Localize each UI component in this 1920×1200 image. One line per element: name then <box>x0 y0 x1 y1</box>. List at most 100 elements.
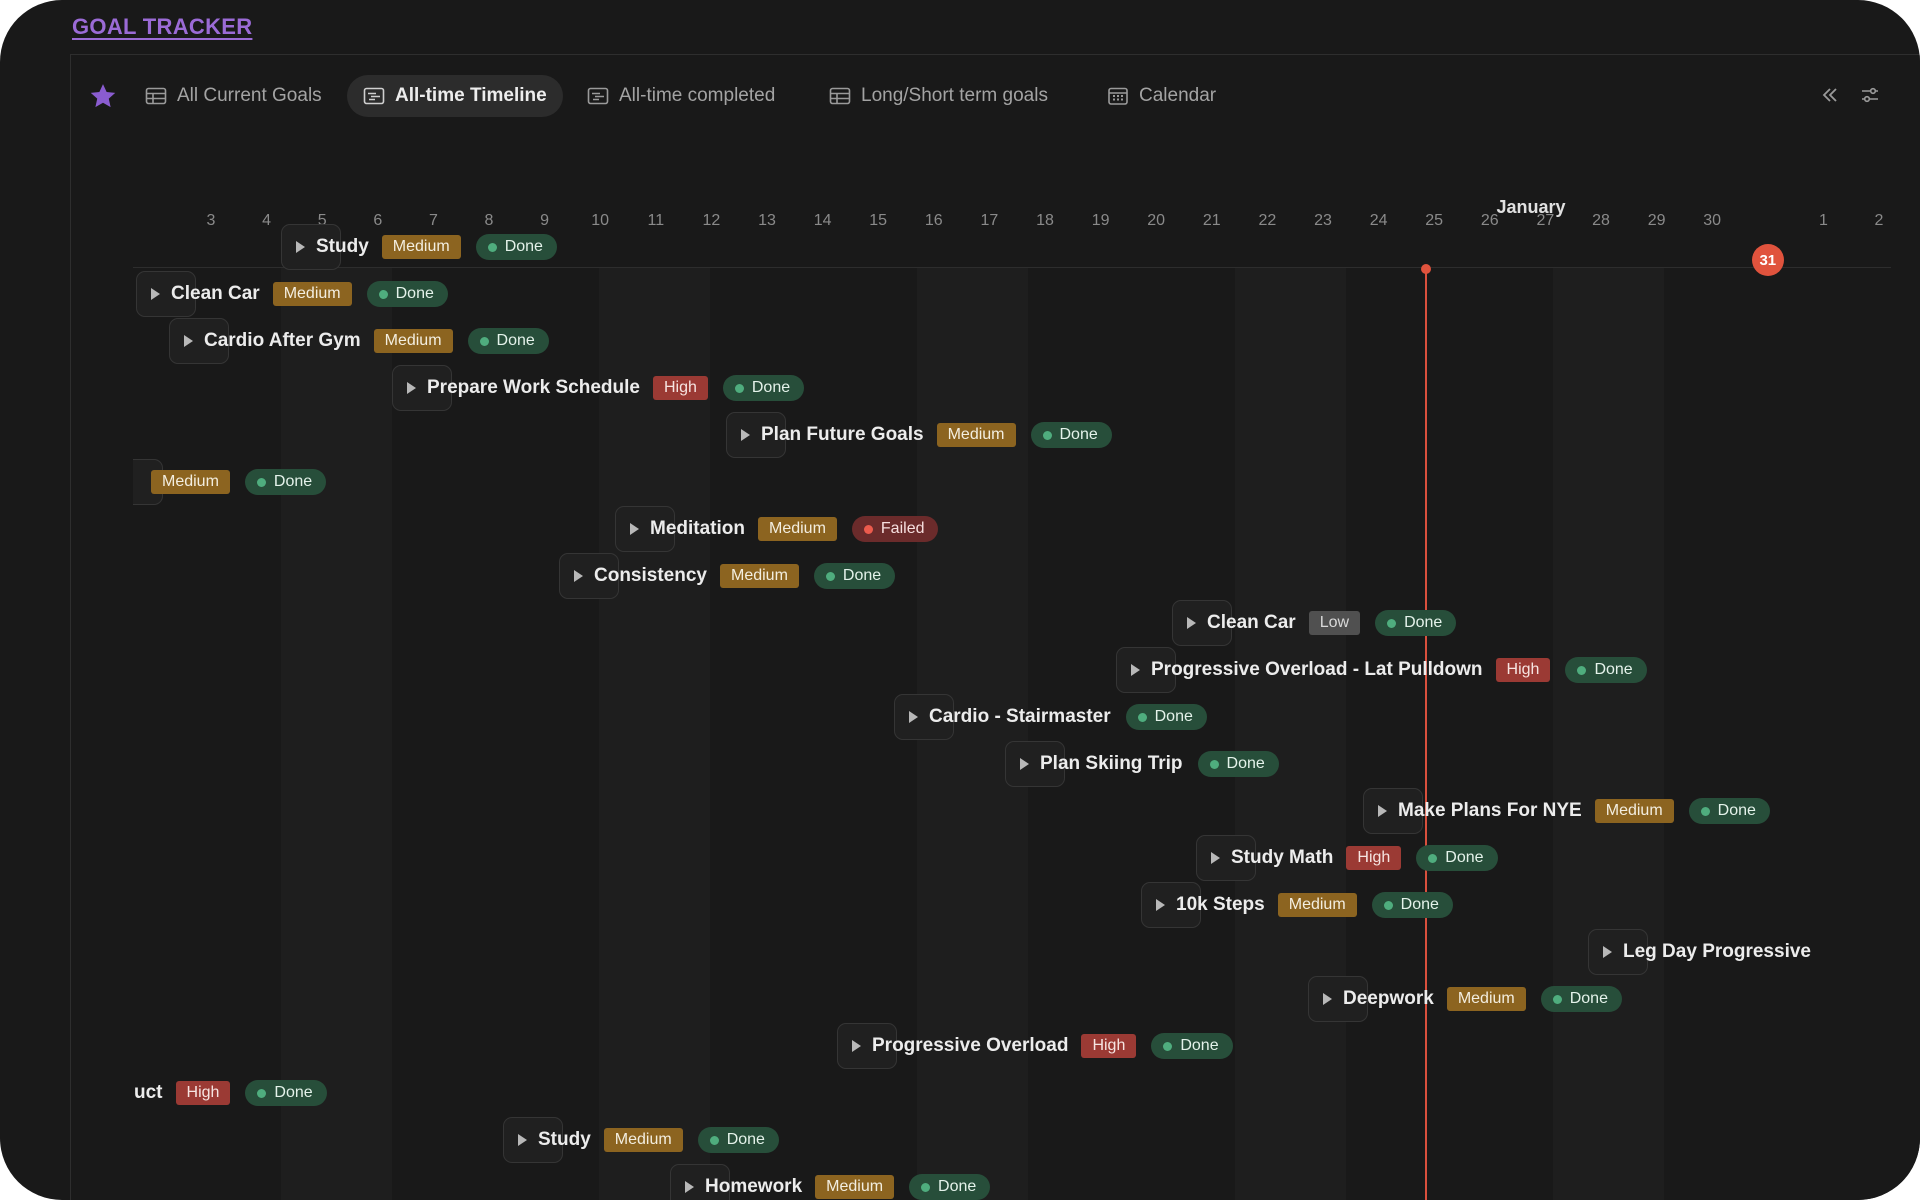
goal-row[interactable]: Study Medium Done <box>281 224 557 270</box>
expand-caret-icon[interactable] <box>1156 899 1165 911</box>
goal-block[interactable] <box>503 1117 563 1163</box>
day-label: 18 <box>1036 212 1054 229</box>
goal-block[interactable] <box>837 1023 897 1069</box>
expand-caret-icon[interactable] <box>685 1181 694 1193</box>
goal-name: Homework <box>705 1176 803 1197</box>
goal-block[interactable] <box>615 506 675 552</box>
page-title[interactable]: GOAL TRACKER <box>72 14 253 39</box>
goal-row[interactable]: Study Medium Done <box>503 1117 779 1163</box>
status-label: Failed <box>880 520 925 537</box>
day-label: 8 <box>484 212 494 229</box>
goal-row[interactable]: Cardio - Stairmaster Done <box>894 694 1207 740</box>
status-dot-icon <box>1383 900 1393 910</box>
calendar-icon <box>1108 87 1128 105</box>
day-label: 22 <box>1258 212 1277 229</box>
goal-block[interactable] <box>670 1164 730 1200</box>
priority-badge: Medium <box>1594 799 1674 823</box>
day-label: 5 <box>317 212 327 229</box>
goal-row[interactable]: Consistency Medium Done <box>559 553 896 599</box>
goal-row[interactable]: Meditation Medium Failed <box>615 506 939 552</box>
goal-block[interactable] <box>1308 976 1368 1022</box>
goal-block[interactable] <box>392 365 452 411</box>
expand-caret-icon[interactable] <box>518 1134 527 1146</box>
expand-caret-icon[interactable] <box>1323 993 1332 1005</box>
goal-block[interactable] <box>136 271 196 317</box>
goal-row[interactable]: 10k Steps Medium Done <box>1141 882 1453 928</box>
goal-block[interactable] <box>1005 741 1065 787</box>
status-badge: Done <box>1197 751 1279 777</box>
goal-block[interactable] <box>559 553 619 599</box>
goal-row[interactable]: Prepare Work Schedule High Done <box>392 365 805 411</box>
tab-calendar[interactable]: Calendar <box>1091 75 1232 117</box>
status-dot-icon <box>1137 712 1147 722</box>
goal-row[interactable]: Plan Skiing Trip Done <box>1005 741 1279 787</box>
goal-block[interactable] <box>1363 788 1423 834</box>
goal-row[interactable]: Study Math High Done <box>1196 835 1498 881</box>
status-dot-icon <box>1700 806 1710 816</box>
goal-block[interactable] <box>169 318 229 364</box>
tab-all-current-goals[interactable]: All Current Goals <box>129 75 338 117</box>
goal-block[interactable] <box>726 412 786 458</box>
expand-caret-icon[interactable] <box>630 523 639 535</box>
priority-badge: Low <box>1308 611 1361 635</box>
status-label: Done <box>273 473 313 490</box>
day-label: 4 <box>262 212 272 229</box>
status-badge: Done <box>909 1174 991 1200</box>
goal-row[interactable]: Deepwork Medium Done <box>1308 976 1622 1022</box>
expand-caret-icon[interactable] <box>909 711 918 723</box>
goal-row[interactable]: Clean Car Low Done <box>1172 600 1457 646</box>
priority-badge: Medium <box>719 564 799 588</box>
expand-caret-icon[interactable] <box>741 429 750 441</box>
timeline-icon <box>587 87 609 105</box>
expand-caret-icon[interactable] <box>407 382 416 394</box>
tab-long-short-term-goals[interactable]: Long/Short term goals <box>813 75 1064 117</box>
goal-row[interactable]: Progressive Overload - Lat Pulldown High D… <box>1116 647 1647 693</box>
expand-caret-icon[interactable] <box>574 570 583 582</box>
goal-row[interactable]: Clean Car Medium Done <box>136 271 448 317</box>
goal-row[interactable]: ich Product High Done <box>133 1075 327 1111</box>
tab-all-time-completed[interactable]: All-time completed <box>571 75 791 117</box>
tab-all-time-timeline[interactable]: All-time Timeline <box>347 75 563 117</box>
goal-block[interactable] <box>894 694 954 740</box>
goal-name: Make Plans For NYE <box>1398 800 1582 821</box>
goal-row[interactable]: Medium Done <box>133 459 327 505</box>
expand-caret-icon[interactable] <box>852 1040 861 1052</box>
status-dot-icon <box>734 383 744 393</box>
goal-block[interactable] <box>1141 882 1201 928</box>
goal-block[interactable] <box>1588 929 1648 975</box>
sliders-icon[interactable] <box>1859 84 1881 106</box>
star-icon <box>90 84 116 108</box>
goal-block[interactable] <box>281 224 341 270</box>
goal-block[interactable] <box>1116 647 1176 693</box>
today-day-badge: 31 <box>1751 244 1784 276</box>
timeline-grid[interactable]: January 3 4 5 6 7 8 9 10 11 12 13 14 15 16 17 18 19 20 21 2… <box>133 137 1891 1200</box>
expand-caret-icon[interactable] <box>151 288 160 300</box>
goal-block[interactable] <box>1196 835 1256 881</box>
expand-caret-icon[interactable] <box>1378 805 1387 817</box>
expand-caret-icon[interactable] <box>296 241 305 253</box>
day-label: 7 <box>428 212 438 229</box>
goal-row[interactable]: Plan Future Goals Medium Done <box>726 412 1112 458</box>
day-label: 20 <box>1147 212 1166 229</box>
goal-block[interactable] <box>1172 600 1232 646</box>
goal-row[interactable]: Cardio After Gym Medium Done <box>169 318 549 364</box>
status-dot-icon <box>1552 994 1562 1004</box>
goal-row[interactable]: Leg Day Progressive <box>1588 929 1811 975</box>
priority-badge: Medium <box>272 282 352 306</box>
status-label: Done <box>1154 708 1193 725</box>
expand-caret-icon[interactable] <box>1131 664 1140 676</box>
goal-name: Clean Car <box>1207 612 1296 633</box>
expand-caret-icon[interactable] <box>1187 617 1196 629</box>
status-label: Done <box>1400 896 1439 913</box>
expand-caret-icon[interactable] <box>184 335 193 347</box>
expand-caret-icon[interactable] <box>1020 758 1029 770</box>
double-chevron-left-icon[interactable] <box>1819 84 1841 106</box>
goal-row[interactable]: Make Plans For NYE Medium Done <box>1363 788 1770 834</box>
expand-caret-icon[interactable] <box>1211 852 1220 864</box>
priority-badge: High <box>175 1081 231 1105</box>
goal-row[interactable]: Progressive Overload High Done <box>837 1023 1233 1069</box>
goal-row[interactable]: Homework Medium Done <box>670 1164 991 1200</box>
day-label: 12 <box>702 212 721 229</box>
status-badge: Done <box>1371 892 1453 918</box>
expand-caret-icon[interactable] <box>1603 946 1612 958</box>
